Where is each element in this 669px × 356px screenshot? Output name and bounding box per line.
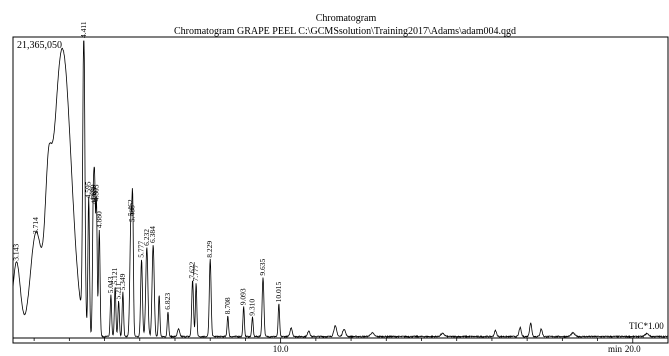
peak-label: 5.211 [114,283,123,300]
peak-label: 7.622 [188,261,197,278]
peak-label: 4.805 [91,184,100,201]
peak-label: 5.043 [106,276,115,293]
peak-label: 4.595 [84,181,93,198]
peak-label: 5.349 [118,273,127,290]
peak-label: 9.310 [247,299,256,316]
chart-title: Chromatogram [316,13,377,24]
peak-label: 3.714 [31,217,40,234]
peak-label: 8.229 [205,241,214,258]
peak-label: 3.143 [12,244,21,261]
plot-frame [12,36,669,344]
peak-label: 4.880 [94,211,103,228]
peak-label: 5.462 [126,199,135,216]
series-label: TIC*1.00 [629,321,664,331]
peak-label: 7.777 [191,264,200,281]
x-tick-label: 10.0 [273,344,289,354]
peak-label: 5.488 [128,205,137,222]
y-max-label: 21,365,050 [17,40,62,51]
x-unit-label: min [608,344,623,354]
peak-label: 4.690 [88,184,97,201]
peak-label: 9.635 [258,258,267,275]
peak-label: 4.411 [79,21,88,38]
peak-label: 10.015 [274,281,283,302]
peak-label: 5.121 [110,267,119,284]
peak-label: 8.708 [223,297,232,314]
x-ticks [33,338,669,343]
x-tick-label: 20.0 [625,344,641,354]
peak-label: 5.777 [137,241,146,258]
peak-label: 9.093 [239,288,248,305]
peak-label: 6.823 [163,293,172,310]
peak-label: 6.384 [148,226,157,243]
chart-subtitle: Chromatogram GRAPE PEEL C:\GCMSsolution\… [174,26,516,37]
tic-trace [12,40,669,339]
x-tick-labels: 10.0 20.0 [273,344,641,354]
peak-label: 4.765 [90,187,99,204]
peak-label: 6.232 [142,229,151,246]
